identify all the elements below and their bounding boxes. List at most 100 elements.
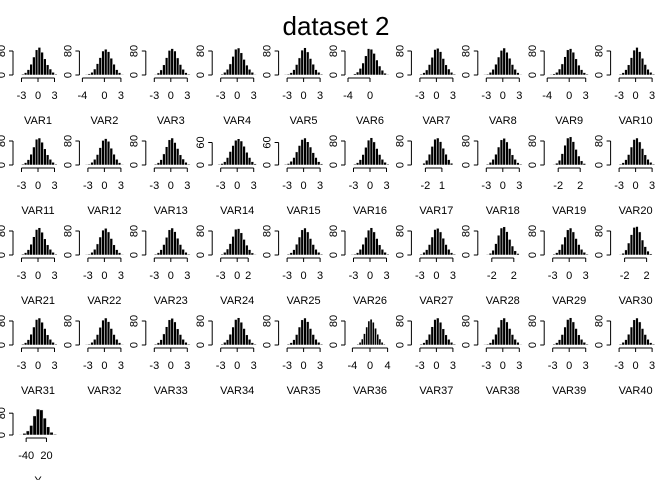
bar [167, 229, 172, 256]
x-tick-label: -4 [343, 90, 353, 102]
bar [292, 69, 296, 76]
bar [84, 254, 89, 256]
bar [447, 68, 451, 76]
bar [176, 237, 180, 256]
bar [516, 342, 520, 346]
bar [441, 147, 445, 166]
x-axis-label: VAR4 [223, 115, 251, 127]
bar [84, 164, 89, 166]
bar [184, 162, 188, 166]
y-tick-label: 80 [527, 315, 539, 327]
bar [356, 252, 360, 256]
x-tick-label: -3 [614, 90, 624, 102]
bar [361, 154, 365, 166]
bar [43, 238, 47, 256]
bar [106, 231, 111, 256]
bar [499, 319, 504, 346]
bar [382, 343, 386, 346]
y-tick-label: 0 [129, 162, 141, 168]
x-axis-label: VAR30 [619, 295, 653, 307]
bar [361, 243, 365, 256]
bar [427, 64, 432, 76]
bar [173, 231, 177, 256]
bar [120, 74, 124, 76]
bar [427, 244, 432, 256]
bar [231, 236, 235, 256]
y-tick-label: 0 [527, 342, 539, 348]
y-tick-label: 80 [0, 45, 8, 57]
bar [563, 56, 567, 76]
bar [154, 343, 158, 346]
bar [508, 148, 512, 166]
bar [566, 229, 570, 256]
x-tick-label: -40 [18, 450, 34, 462]
bar [101, 140, 105, 166]
bar [112, 63, 116, 76]
bar [93, 159, 97, 166]
x-axis-label: VAR14 [220, 205, 254, 217]
x-tick-label: -3 [216, 90, 226, 102]
bar [54, 163, 58, 166]
bar [29, 243, 33, 256]
bar [46, 64, 50, 76]
bar [552, 73, 556, 76]
bar [367, 229, 371, 256]
bar [37, 137, 41, 166]
y-tick-label: 80 [527, 225, 539, 237]
bar [560, 153, 564, 166]
bar [54, 343, 58, 346]
bar [364, 147, 368, 166]
bar [516, 72, 520, 76]
y-tick-label: 80 [0, 225, 8, 237]
bar [452, 73, 456, 76]
x-axis-label: VAR27 [419, 295, 453, 307]
bar [98, 236, 102, 256]
x-tick-label: -3 [282, 270, 292, 282]
bar [95, 243, 100, 256]
bar [84, 74, 89, 76]
bar [98, 327, 102, 346]
x-tick-label: 2 [511, 270, 517, 282]
bar [120, 164, 124, 166]
bar [353, 163, 357, 166]
bar [629, 234, 634, 256]
bar [502, 47, 506, 76]
bar [452, 343, 456, 346]
bar [173, 321, 177, 346]
bar [577, 64, 581, 76]
x-axis-label: VAR11 [21, 205, 54, 217]
bar [513, 250, 517, 256]
x-tick-label: -3 [614, 180, 624, 192]
y-tick-label: 80 [594, 225, 606, 237]
bar [247, 157, 252, 166]
bar [438, 231, 443, 256]
bar [239, 140, 243, 166]
bar [491, 159, 495, 166]
x-axis-label: VAR23 [154, 295, 188, 307]
bar [250, 252, 254, 256]
bar [225, 339, 230, 346]
bar [621, 252, 625, 256]
y-tick-label: 80 [461, 135, 473, 147]
bar [87, 253, 91, 256]
y-tick-label: 0 [394, 342, 406, 348]
bar [555, 162, 559, 166]
x-tick-label: 0 [367, 90, 373, 102]
bar [571, 141, 575, 166]
x-axis-label: VAR26 [353, 295, 387, 307]
bar [488, 72, 493, 76]
x-axis-label: VAR15 [287, 205, 321, 217]
bar [231, 56, 235, 76]
bar [353, 73, 357, 76]
bar [286, 253, 291, 256]
x-tick-label: 0 [433, 90, 439, 102]
bar [585, 343, 589, 346]
bar [98, 147, 102, 166]
y-tick-label: 80 [461, 315, 473, 327]
bar [505, 141, 509, 166]
bar [19, 434, 24, 436]
bar [295, 243, 299, 256]
x-tick-label: 0 [234, 90, 240, 102]
y-tick-label: 80 [394, 45, 406, 57]
bar [356, 343, 360, 346]
